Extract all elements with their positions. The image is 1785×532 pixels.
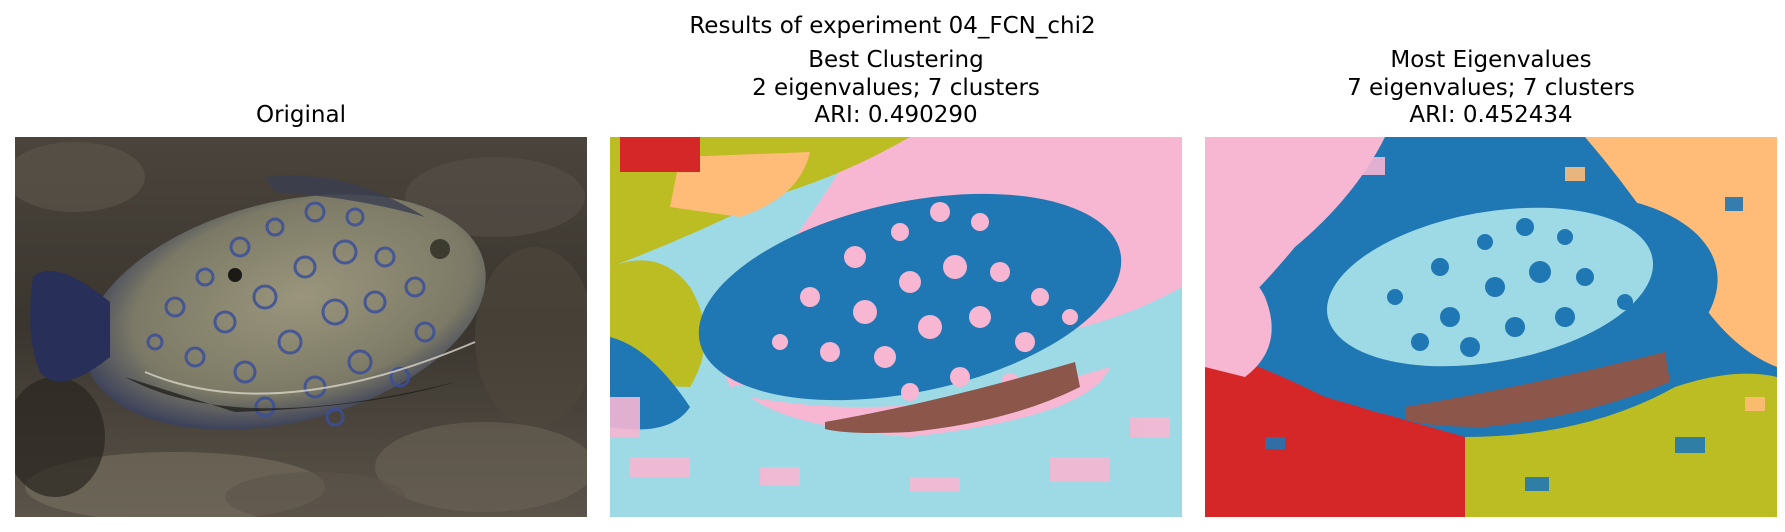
panel-best-clustering: Best Clustering 2 eigenvalues; 7 cluster… [610, 0, 1182, 532]
best-clustering-image [610, 137, 1182, 517]
panel-most-eigenvalues: Most Eigenvalues 7 eigenvalues; 7 cluste… [1205, 0, 1777, 532]
panel-original: Original [15, 0, 587, 532]
figure-title: Results of experiment 04_FCN_chi2 [689, 13, 1096, 39]
panel-most-eigenvalues-title: Most Eigenvalues 7 eigenvalues; 7 cluste… [1347, 47, 1635, 128]
original-image [15, 137, 587, 517]
panel-best-clustering-title: Best Clustering 2 eigenvalues; 7 cluster… [752, 47, 1040, 128]
panel-original-title: Original [255, 102, 346, 128]
most-eigenvalues-image [1205, 137, 1777, 517]
